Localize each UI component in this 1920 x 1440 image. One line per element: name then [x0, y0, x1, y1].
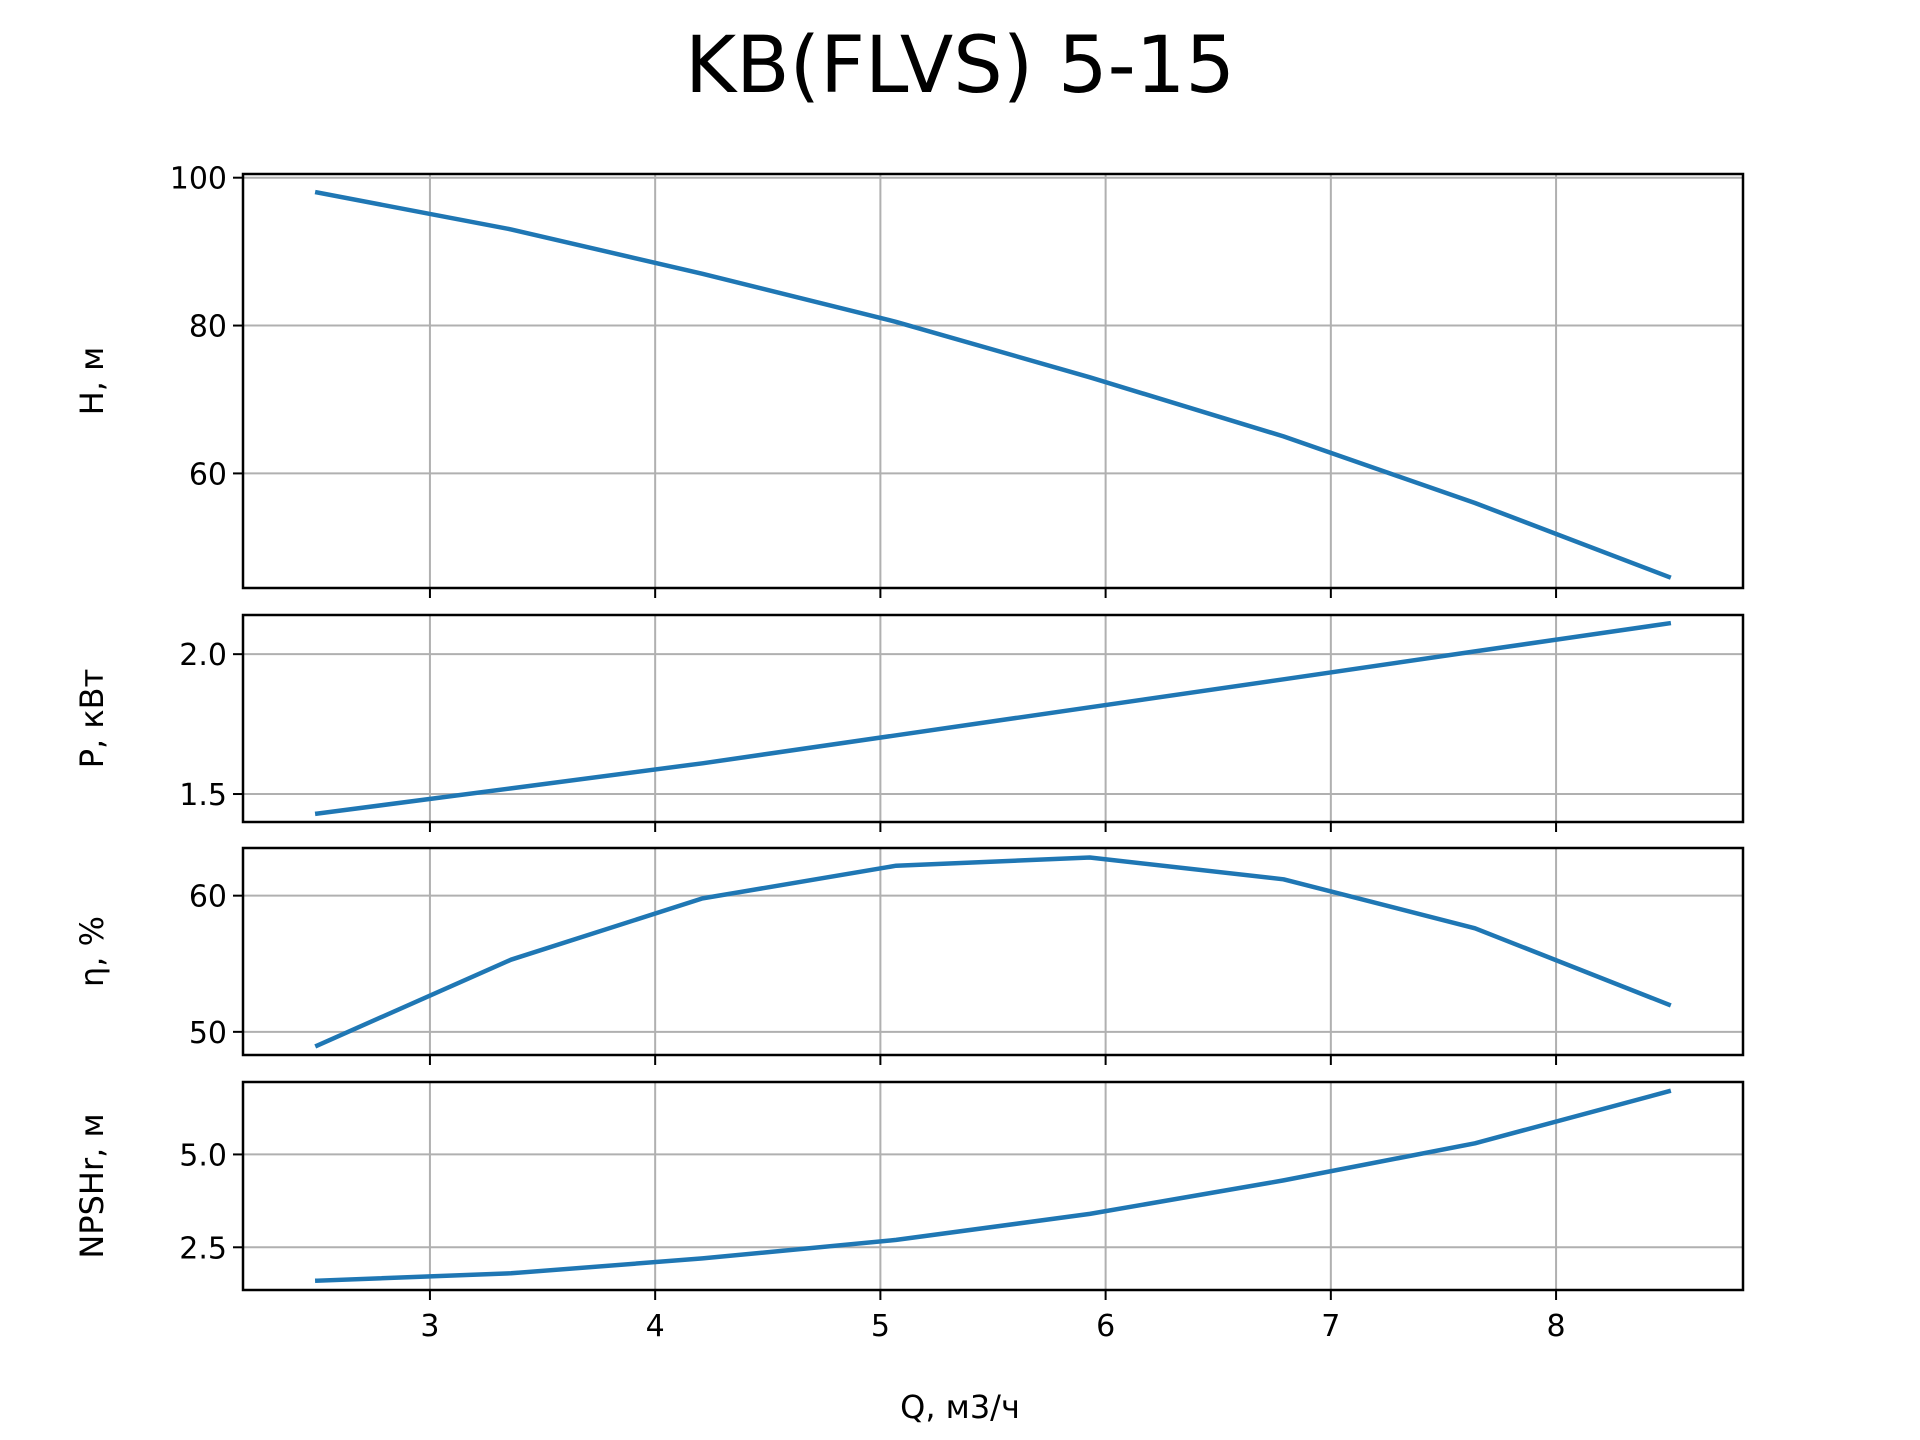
y-tick-label: 50	[189, 1016, 227, 1051]
y-tick-label: 60	[189, 457, 227, 492]
chart-panels: 60 80 100 H, м 1.5 2.0 P, кВт 50 60 η, % 3 4 5 6 7 8 2.5…	[73, 162, 1745, 1344]
panel-1: 60 80 100 H, м	[73, 162, 1745, 598]
x-tick-label: 7	[1321, 1309, 1340, 1344]
axes-frame	[241, 1080, 1745, 1292]
y-axis-label: H, м	[73, 347, 111, 416]
y-tick-label: 5.0	[179, 1138, 227, 1173]
x-tick-label: 3	[420, 1309, 439, 1344]
x-tick-label: 8	[1547, 1309, 1566, 1344]
y-tick-label: 2.0	[179, 638, 227, 673]
y-tick-label: 100	[170, 162, 227, 197]
series-line-3	[314, 855, 1672, 1049]
x-tick-label: 5	[871, 1309, 890, 1344]
panel-3: 50 60 η, %	[73, 846, 1745, 1065]
axes-frame	[241, 846, 1745, 1057]
y-tick-label: 80	[189, 310, 227, 345]
y-axis-label: η, %	[73, 916, 111, 987]
y-tick-label: 60	[189, 880, 227, 915]
y-axis-label: NPSHr, м	[73, 1113, 111, 1258]
series-line-4	[314, 1088, 1672, 1284]
axes-frame	[241, 613, 1745, 824]
x-tick-label: 6	[1096, 1309, 1115, 1344]
panel-4: 3 4 5 6 7 8 2.5 5.0 NPSHr, м	[73, 1080, 1745, 1344]
panel-2: 1.5 2.0 P, кВт	[73, 613, 1745, 832]
series-line-1	[314, 189, 1672, 580]
x-tick-label: 4	[646, 1309, 665, 1344]
chart-title: KB(FLVS) 5-15	[685, 21, 1235, 111]
series-line-2	[314, 620, 1672, 817]
y-axis-label: P, кВт	[73, 669, 111, 769]
x-axis-label: Q, м3/ч	[900, 1388, 1020, 1426]
y-tick-label: 2.5	[179, 1231, 227, 1266]
axes-frame	[241, 172, 1745, 590]
y-tick-label: 1.5	[179, 778, 227, 813]
